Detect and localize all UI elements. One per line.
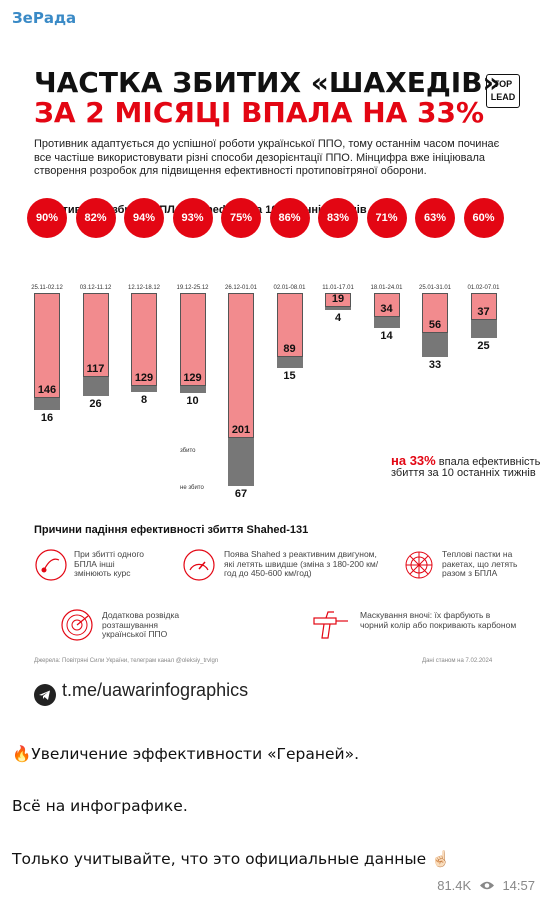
value-shot: 129	[134, 371, 154, 384]
bar-not-shot	[422, 333, 448, 358]
stat-value: на 33%	[391, 453, 436, 468]
bar-shot	[373, 293, 400, 318]
efficiency-circle: 93%	[172, 198, 213, 238]
reason-night-camouflage: Маскування вночі: їх фарбують в чорний к…	[360, 610, 517, 630]
reason-route-change: При збитті одного БПЛА інші змінюють кур…	[74, 549, 144, 578]
radar-icon	[61, 609, 93, 641]
value-not-shot: 4	[334, 311, 342, 324]
stat-box: на 33% впала ефективність збиття за 10 о…	[391, 453, 541, 479]
value-not-shot: 10	[186, 395, 199, 408]
value-shot: 89	[283, 343, 296, 356]
top-lead-logo: TOP LEAD	[486, 74, 520, 108]
telegram-icon	[34, 684, 56, 706]
source-text: Джерела: Повітряні Сили України, телегра…	[34, 658, 219, 664]
infographic-image[interactable]: ЧАСТКА ЗБИТИХ «ШАХЕДІВ» ЗА 2 МІСЯЦІ ВПАЛ…	[10, 38, 540, 721]
bar-shot	[228, 293, 254, 438]
value-not-shot: 25	[477, 339, 490, 352]
value-shot: 34	[380, 303, 393, 316]
bar-not-shot	[179, 385, 206, 394]
value-shot: 146	[37, 384, 57, 397]
asof-text: Дані станом на 7.02.2024	[422, 658, 493, 664]
value-shot: 129	[183, 371, 202, 384]
stat-text: впала ефективність збиття за 10 останніх…	[391, 456, 541, 479]
channel-name[interactable]: ЗеРада	[12, 9, 77, 27]
bar-not-shot	[470, 319, 497, 338]
week-label: 01.02-07.01	[467, 285, 500, 291]
spray-gun-icon	[313, 611, 348, 639]
week-label: 03.12-11.12	[79, 285, 112, 291]
post-time: 14:57	[502, 878, 535, 893]
bar-not-shot	[82, 377, 109, 396]
reason-reconnaissance: Додаткова розвідка розташування українсь…	[102, 610, 180, 639]
week-label: 12.12-18.12	[127, 285, 161, 291]
bar-not-shot	[228, 437, 254, 486]
week-label: 25.11-02.12	[31, 285, 63, 291]
logo-line1: TOP	[493, 79, 513, 89]
reason-jet-engine: Поява Shahed з реактивним двигуном, які …	[224, 549, 379, 578]
post-text-line1: 🔥Увеличение эффективности «Гераней».	[12, 745, 360, 763]
value-not-shot: 33	[428, 359, 442, 372]
post-meta: 81.4K 14:57	[437, 878, 535, 893]
speedometer-icon	[183, 549, 215, 581]
lead-text: Противник адаптується до успішної роботи…	[34, 138, 500, 177]
week-label: 19.12-25.12	[176, 285, 209, 291]
bar-shot	[470, 293, 497, 320]
efficiency-circle: 63%	[415, 198, 455, 238]
infographic-title-line1: ЧАСТКА ЗБИТИХ «ШАХЕДІВ»	[34, 66, 501, 99]
reason-heat-traps: Теплові пастки на ракетах, що летять раз…	[442, 549, 518, 578]
route-change-icon	[35, 549, 67, 581]
efficiency-circle: 71%	[366, 198, 407, 238]
efficiency-circle: 86%	[269, 198, 310, 238]
efficiency-circle: 60%	[463, 198, 504, 238]
post-text-line2: Всё на инфографике.	[12, 797, 188, 815]
week-label: 11.01-17.01	[322, 285, 354, 291]
value-shot: 201	[231, 423, 251, 436]
bar-shot	[34, 293, 60, 399]
label-shot: збито	[180, 448, 196, 454]
week-label: 26.12-01.01	[224, 285, 258, 291]
week-label: 02.01-08.01	[273, 285, 306, 291]
bar-shot	[131, 293, 157, 386]
web-trap-icon	[405, 551, 433, 579]
value-not-shot: 15	[283, 369, 296, 382]
value-not-shot: 14	[380, 329, 393, 342]
value-not-shot: 16	[40, 411, 54, 424]
efficiency-circle: 82%	[75, 198, 116, 238]
post-text-line3: Только учитывайте, что это официальные д…	[12, 850, 451, 868]
efficiency-circle: 90%	[27, 198, 67, 238]
efficiency-circle: 75%	[221, 198, 261, 238]
value-not-shot: 8	[140, 393, 148, 406]
efficiency-circle: 94%	[124, 198, 164, 238]
telegram-link[interactable]: t.me/uawarinfographics	[62, 680, 249, 700]
bar-not-shot	[373, 317, 400, 328]
bar-shot	[325, 293, 351, 307]
reasons-section-title: Причини падіння ефективності збиття Shah…	[34, 524, 309, 536]
logo-line2: LEAD	[490, 92, 516, 102]
infographic-title-line2: ЗА 2 МІСЯЦІ ВПАЛА НА 33%	[34, 96, 485, 129]
bar-shot	[276, 293, 303, 358]
efficiency-circle: 83%	[318, 198, 358, 238]
bar-not-shot	[34, 398, 60, 410]
value-shot: 56	[428, 319, 442, 332]
eye-icon	[479, 881, 494, 890]
label-not-shot: не збито	[180, 485, 204, 491]
value-not-shot: 26	[89, 397, 102, 410]
value-shot: 19	[331, 292, 345, 305]
week-label: 25.01-31.01	[418, 285, 452, 291]
bar-not-shot	[131, 385, 157, 392]
bar-not-shot	[325, 306, 351, 310]
view-count: 81.4K	[437, 878, 472, 893]
bar-shot	[82, 293, 109, 378]
bar-shot	[422, 293, 448, 334]
week-label: 18.01-24.01	[370, 285, 403, 291]
value-shot: 37	[477, 305, 490, 318]
value-not-shot: 67	[234, 487, 248, 500]
bar-not-shot	[276, 357, 303, 368]
bar-shot	[179, 293, 206, 386]
value-shot: 117	[86, 363, 105, 376]
